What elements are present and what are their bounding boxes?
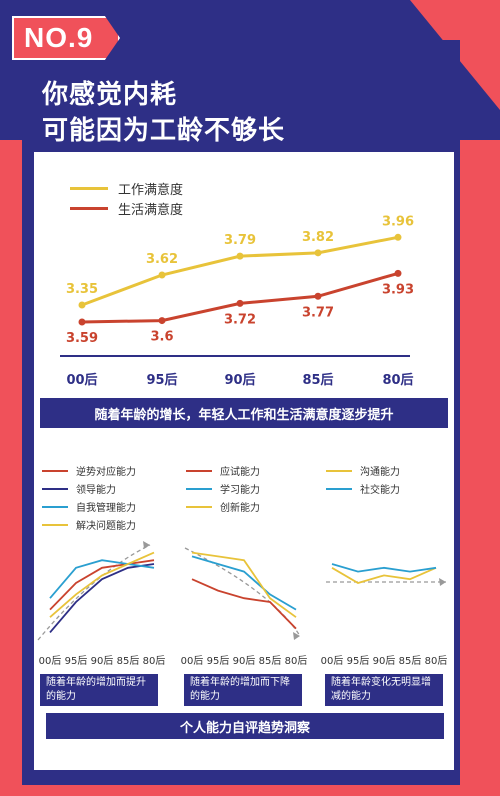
point-work <box>78 301 86 309</box>
legend-life-label: 生活满意度 <box>118 203 184 218</box>
point-work <box>394 233 402 241</box>
ability-series-line <box>331 563 437 573</box>
point-life <box>78 318 86 326</box>
mini-x-tick-label: 85后 <box>259 655 282 667</box>
mini-x-tick-label: 85后 <box>117 655 140 667</box>
point-life <box>236 299 244 307</box>
satisfaction-line-chart: 3.35 3.62 3.79 3.82 3.96 3.59 3.6 3.72 3.77 3.93 0… <box>60 214 414 388</box>
data-label-work: 3.62 <box>146 252 178 267</box>
data-label-life: 3.72 <box>224 312 256 327</box>
mini-x-tick-label: 95后 <box>207 655 230 667</box>
x-tick-label: 85后 <box>302 372 333 388</box>
legend-work-swatch <box>70 187 108 190</box>
data-label-life: 3.59 <box>66 331 98 346</box>
mini-x-tick-label: 90后 <box>91 655 114 667</box>
data-label-work: 3.82 <box>302 230 334 245</box>
ability-series-line <box>191 555 297 611</box>
ability-legend-swatch <box>326 469 352 472</box>
ability-legend-item: 自我管理能力 <box>42 499 136 514</box>
ability-legend-label: 逆势对应能力 <box>76 467 136 478</box>
ability-legend-label: 自我管理能力 <box>76 503 136 514</box>
legend-life-swatch <box>70 207 108 210</box>
trend-arrow-head <box>293 632 300 640</box>
point-life <box>314 292 322 300</box>
mini-x-tick-label: 95后 <box>65 655 88 667</box>
ability-legend-label: 创新能力 <box>220 503 260 514</box>
ability-series-line <box>49 551 155 618</box>
ability-legend-swatch <box>186 487 212 490</box>
data-label-life: 3.6 <box>150 330 173 345</box>
ability-series-line <box>49 563 155 633</box>
caption-flat: 随着年龄变化无明显增减的能力 <box>325 674 443 706</box>
ability-legend-label: 解决问题能力 <box>76 521 136 532</box>
mini-x-tick-label: 85后 <box>399 655 422 667</box>
ability-legend-label: 社交能力 <box>360 485 400 496</box>
ability-legend-swatch <box>42 469 68 472</box>
ability-legend-label: 应试能力 <box>220 467 260 478</box>
trend-arrow <box>37 544 151 641</box>
ability-legend-swatch <box>42 523 68 526</box>
mini-x-tick-label: 00后 <box>39 655 62 667</box>
legend-work: 工作满意度 <box>70 179 183 198</box>
ability-series-line <box>49 559 155 599</box>
point-life <box>158 317 166 325</box>
x-tick-label: 80后 <box>382 372 413 388</box>
mini-x-tick-label: 95后 <box>347 655 370 667</box>
data-label-work: 3.79 <box>224 233 256 248</box>
trend-arrow <box>184 547 301 637</box>
summary-banner: 随着年龄的增长，年轻人工作和生活满意度逐步提升 <box>40 398 448 428</box>
ability-legend-swatch <box>42 505 68 508</box>
ability-legend-label: 学习能力 <box>220 485 260 496</box>
point-work <box>158 271 166 279</box>
trend-arrow-head <box>439 578 446 586</box>
ability-series-line <box>49 559 155 611</box>
ability-legend-item: 领导能力 <box>42 481 116 496</box>
ability-series-line <box>331 566 437 584</box>
bottom-banner: 个人能力自评趋势洞察 <box>46 713 444 739</box>
ability-legend-item: 逆势对应能力 <box>42 463 136 478</box>
ability-legend-swatch <box>42 487 68 490</box>
mini-x-tick-label: 00后 <box>321 655 344 667</box>
page-title-line2: 可能因为工龄不够长 <box>42 116 286 146</box>
data-label-life: 3.93 <box>382 282 414 297</box>
x-tick-label: 90后 <box>224 372 255 388</box>
ability-legend-item: 社交能力 <box>326 481 400 496</box>
ability-legend-item: 创新能力 <box>186 499 260 514</box>
data-label-life: 3.77 <box>302 305 334 320</box>
number-badge: NO.9 <box>12 16 120 60</box>
mini-x-tick-label: 90后 <box>373 655 396 667</box>
ability-series-line <box>191 551 297 618</box>
legend-work-label: 工作满意度 <box>118 183 184 198</box>
mini-x-tick-label: 80后 <box>425 655 448 667</box>
mini-x-tick-label: 80后 <box>143 655 166 667</box>
data-label-work: 3.35 <box>66 282 98 297</box>
x-tick-label: 00后 <box>66 372 97 388</box>
point-work <box>314 249 322 257</box>
ability-legend-item: 解决问题能力 <box>42 517 136 532</box>
ability-legend-swatch <box>186 469 212 472</box>
x-tick-label: 95后 <box>146 372 177 388</box>
mini-x-tick-label: 90后 <box>233 655 256 667</box>
ability-series-line <box>191 578 297 630</box>
point-life <box>394 269 402 277</box>
ability-legend-label: 领导能力 <box>76 485 116 496</box>
caption-decrease: 随着年龄的增加而下降的能力 <box>184 674 302 706</box>
caption-increase: 随着年龄的增加而提升的能力 <box>40 674 158 706</box>
page-title-line1: 你感觉内耗 <box>42 80 178 110</box>
ability-legend-label: 沟通能力 <box>360 467 400 478</box>
ability-legend-swatch <box>326 487 352 490</box>
mini-x-tick-label: 00后 <box>181 655 204 667</box>
ability-legend-item: 学习能力 <box>186 481 260 496</box>
legend-life: 生活满意度 <box>70 199 183 218</box>
ability-legend-item: 沟通能力 <box>326 463 400 478</box>
ability-legend-swatch <box>186 505 212 508</box>
point-work <box>236 252 244 260</box>
ability-legend-item: 应试能力 <box>186 463 260 478</box>
trend-arrow-head <box>143 541 150 549</box>
mini-x-tick-label: 80后 <box>285 655 308 667</box>
data-label-work: 3.96 <box>382 214 414 229</box>
